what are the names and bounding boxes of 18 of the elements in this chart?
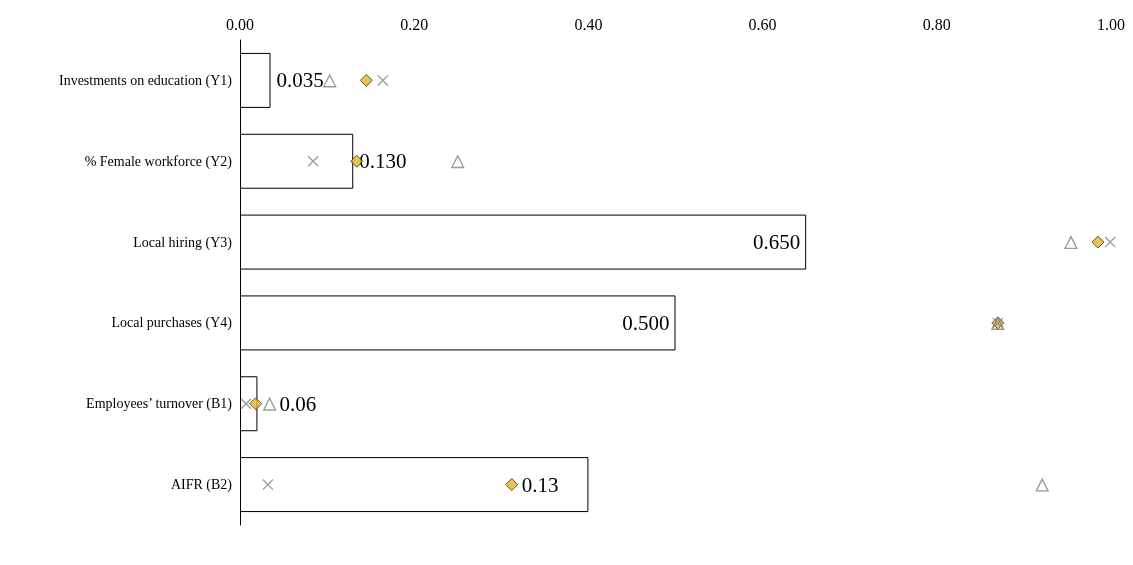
data-label: 0.130: [359, 149, 407, 174]
y-tick-label: Employees’ turnover (B1): [86, 396, 233, 413]
x-tick-label: 0.40: [574, 15, 603, 33]
x-tick-label: 0.00: [226, 15, 254, 33]
y-tick-label: Local purchases (Y4): [111, 315, 233, 332]
data-label: 0.035: [276, 68, 324, 93]
x-tick-label: 1.00: [1097, 15, 1125, 33]
y-tick-label: % Female workforce (Y2): [84, 153, 233, 170]
x-tick-label: 0.80: [922, 15, 951, 33]
y-tick-label: Local hiring (Y3): [133, 234, 233, 251]
annotation: 0.06: [279, 391, 317, 416]
data-label: 0.650: [752, 230, 801, 255]
y-tick-label: Investments on education (Y1): [58, 72, 233, 89]
annotation: 0.13: [521, 472, 559, 497]
data-label: 0.500: [622, 310, 670, 335]
x-tick-label: 0.60: [748, 15, 777, 33]
x-tick-label: 0.20: [400, 15, 429, 33]
y-tick-label: AIFR (B2): [170, 477, 233, 494]
